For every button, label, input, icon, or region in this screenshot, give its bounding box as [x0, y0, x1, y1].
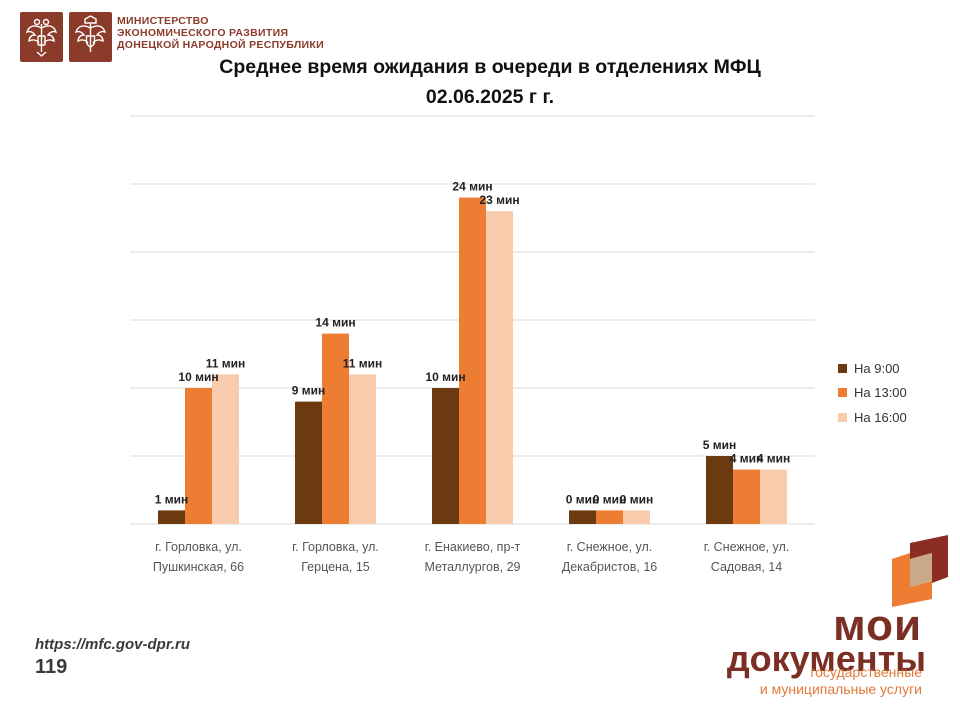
data-label: 0 мин: [566, 492, 600, 506]
data-label: 10 мин: [178, 370, 218, 384]
legend-swatch: [838, 363, 847, 373]
logo-line-moi: мои: [833, 601, 922, 650]
data-label: 11 мин: [343, 356, 383, 370]
bar: [596, 510, 623, 524]
data-label: 1 мин: [155, 492, 189, 506]
data-label: 5 мин: [703, 438, 737, 452]
x-axis-label: Пушкинская, 66: [153, 560, 244, 574]
chart-legend: На 9:00 На 13:00 На 16:00: [838, 356, 907, 430]
data-label: 10 мин: [425, 370, 465, 384]
legend-label: На 9:00: [854, 360, 900, 376]
bar: [158, 510, 185, 524]
bar: [760, 469, 787, 524]
data-label: 0 мин: [593, 492, 627, 506]
bar: [322, 333, 349, 524]
x-axis-label: г. Снежное, ул.: [704, 540, 790, 554]
ministry-name: МИНИСТЕРСТВО ЭКОНОМИЧЕСКОГО РАЗВИТИЯ ДОН…: [117, 15, 324, 51]
logo-line-dokumenty: документы: [726, 638, 926, 679]
legend-swatch: [838, 388, 847, 398]
legend-item-13-00: На 13:00: [838, 381, 907, 406]
phone-number: 119: [35, 656, 68, 678]
data-label: 4 мин: [730, 452, 764, 466]
coat-of-arms-dpr-icon: [69, 12, 112, 62]
bar: [212, 374, 239, 524]
logo-subtitle: государственные и муниципальные услуги: [760, 664, 922, 698]
bars: [158, 197, 787, 524]
bar: [486, 211, 513, 524]
moi-dokumenty-logo-icon: [890, 535, 950, 607]
bar: [459, 197, 486, 524]
bar: [185, 388, 212, 524]
legend-label: На 16:00: [854, 409, 907, 425]
data-label: 9 мин: [292, 384, 326, 398]
logo-subtitle-line-2: и муниципальные услуги: [759, 681, 922, 697]
x-axis-label: Садовая, 14: [711, 560, 782, 574]
bar: [623, 510, 650, 524]
data-label: 11 мин: [206, 356, 246, 370]
ministry-line-3: ДОНЕЦКОЙ НАРОДНОЙ РЕСПУБЛИКИ: [117, 39, 324, 51]
data-label: 0 мин: [620, 492, 654, 506]
logo-subtitle-line-1: государственные: [810, 664, 922, 680]
data-label: 4 мин: [757, 452, 791, 466]
coat-of-arms-russia-icon: [20, 12, 63, 62]
chart-title: Среднее время ожидания в очереди в отдел…: [219, 56, 761, 78]
bar: [733, 469, 760, 524]
x-axis-label: Декабристов, 16: [562, 560, 658, 574]
ministry-line-1: МИНИСТЕРСТВО: [117, 15, 209, 27]
bar: [349, 374, 376, 524]
legend-item-9-00: На 9:00: [838, 356, 907, 381]
bar: [295, 401, 322, 524]
website-url[interactable]: https://mfc.gov-dpr.ru: [35, 636, 190, 653]
legend-item-16-00: На 16:00: [838, 405, 907, 430]
x-axis-label: г. Горловка, ул.: [155, 540, 242, 554]
data-label: 23 мин: [479, 193, 519, 207]
bar: [706, 456, 733, 524]
data-label: 14 мин: [315, 316, 355, 330]
bar: [569, 510, 596, 524]
x-axis-labels: г. Горловка, ул. Пушкинская, 66 г. Горловк…: [153, 540, 789, 574]
ministry-line-2: ЭКОНОМИЧЕСКОГО РАЗВИТИЯ: [117, 27, 289, 39]
bar: [432, 388, 459, 524]
x-axis-label: г. Снежное, ул.: [567, 540, 653, 554]
moi-dokumenty-logo-text: мои документы: [727, 601, 926, 677]
x-axis-label: Герцена, 15: [301, 560, 370, 574]
data-label: 24 мин: [452, 180, 492, 194]
x-axis-label: Металлургов, 29: [424, 560, 520, 574]
x-axis-label: г. Горловка, ул.: [292, 540, 379, 554]
legend-label: На 13:00: [854, 385, 907, 401]
x-axis-label: г. Енакиево, пр-т: [425, 540, 521, 554]
legend-swatch: [838, 412, 847, 422]
chart-subtitle-date: 02.06.2025 г г.: [425, 86, 555, 108]
